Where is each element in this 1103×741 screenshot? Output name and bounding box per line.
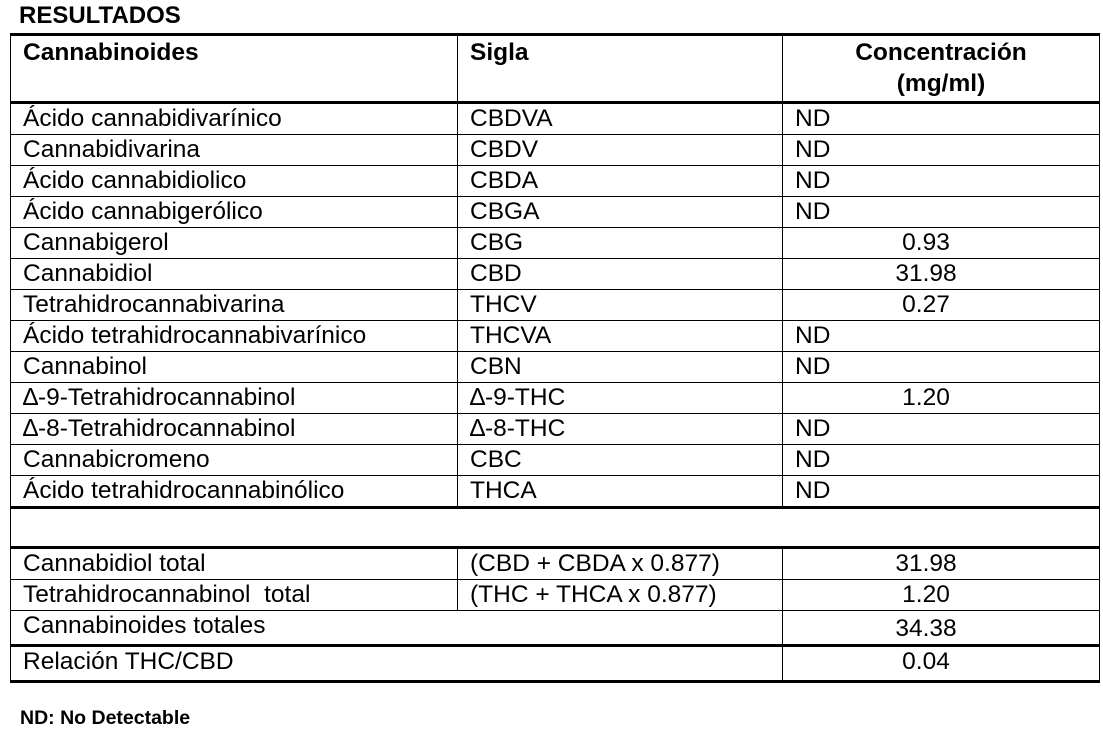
table-row: ∆-8-Tetrahidrocannabinol ∆-8-THC ND [10, 413, 1100, 445]
cannabinoid-name-cell: Ácido cannabidivarínico [10, 102, 458, 135]
concentration-cell: ND [782, 102, 1100, 135]
cannabinoid-name-cell: Ácido tetrahidrocannabinólico [10, 475, 458, 508]
cannabinoid-name-cell: Ácido cannabidiolico [10, 165, 458, 197]
table-row: Cannabinol CBN ND [10, 351, 1100, 383]
ratio-value: 0.04 [782, 644, 1100, 683]
table-row: Cannabidiol CBD 31.98 [10, 258, 1100, 290]
abbreviation-cell: THCV [457, 289, 783, 321]
abbreviation-cell: ∆-9-THC [457, 382, 783, 414]
concentration-cell: ND [782, 320, 1100, 352]
cannabinoid-name-cell: Cannabigerol [10, 227, 458, 259]
cannabinoid-name-cell: Cannabinol [10, 351, 458, 383]
concentration-cell: ND [782, 196, 1100, 228]
abbreviation-cell: CBC [457, 444, 783, 476]
table-row: ∆-9-Tetrahidrocannabinol ∆-9-THC 1.20 [10, 382, 1100, 414]
column-header-concentration-line1: Concentración [855, 39, 1027, 66]
cannabinoid-name-cell: ∆-8-Tetrahidrocannabinol [10, 413, 458, 445]
cannabinoids-total-value: 34.38 [782, 610, 1100, 646]
abbreviation-cell: CBGA [457, 196, 783, 228]
abbreviation-cell: ∆-8-THC [457, 413, 783, 445]
totals-section: Cannabidiol total (CBD + CBDA x 0.877) 3… [10, 506, 1100, 683]
cannabinoids-total-label: Cannabinoides totales [10, 610, 783, 646]
thc-total-label: Tetrahidrocannabinol total [10, 579, 458, 611]
concentration-cell: 0.93 [782, 227, 1100, 259]
spacer-cell [10, 506, 1100, 549]
abbreviation-cell: CBDVA [457, 102, 783, 135]
cannabinoid-name-cell: Cannabicromeno [10, 444, 458, 476]
footnote: ND: No Detectable [20, 707, 191, 729]
concentration-cell: ND [782, 413, 1100, 445]
column-header-concentration: Concentración (mg/ml) [782, 33, 1100, 104]
table-row-cbd-total: Cannabidiol total (CBD + CBDA x 0.877) 3… [10, 547, 1100, 580]
cbd-total-value: 31.98 [782, 547, 1100, 580]
cbd-total-label: Cannabidiol total [10, 547, 458, 580]
table-row: Ácido cannabigerólico CBGA ND [10, 196, 1100, 228]
cannabinoid-name-cell: Tetrahidrocannabivarina [10, 289, 458, 321]
table-row: Ácido tetrahidrocannabinólico THCA ND [10, 475, 1100, 508]
abbreviation-cell: THCA [457, 475, 783, 508]
concentration-cell: 1.20 [782, 382, 1100, 414]
cannabinoid-name-cell: Ácido cannabigerólico [10, 196, 458, 228]
results-table: Cannabinoides Sigla Concentración (mg/ml… [10, 33, 1100, 683]
abbreviation-cell: CBDV [457, 134, 783, 166]
table-row-thc-total: Tetrahidrocannabinol total (THC + THCA x… [10, 579, 1100, 611]
cannabinoid-rows: Ácido cannabidivarínico CBDVA ND Cannabidiv… [10, 102, 1100, 508]
table-row: Cannabigerol CBG 0.93 [10, 227, 1100, 259]
cannabinoid-name-cell: ∆-9-Tetrahidrocannabinol [10, 382, 458, 414]
table-row-cannabinoids-total: Cannabinoides totales 34.38 [10, 610, 1100, 646]
concentration-cell: ND [782, 444, 1100, 476]
ratio-label: Relación THC/CBD [10, 644, 783, 683]
thc-total-value: 1.20 [782, 579, 1100, 611]
concentration-cell: 31.98 [782, 258, 1100, 290]
table-row: Cannabicromeno CBC ND [10, 444, 1100, 476]
table-row-ratio: Relación THC/CBD 0.04 [10, 644, 1100, 683]
abbreviation-cell: THCVA [457, 320, 783, 352]
table-row: Ácido cannabidiolico CBDA ND [10, 165, 1100, 197]
cannabinoid-name-cell: Cannabidivarina [10, 134, 458, 166]
concentration-cell: ND [782, 351, 1100, 383]
column-header-cannabinoid: Cannabinoides [10, 33, 458, 104]
table-row: Tetrahidrocannabivarina THCV 0.27 [10, 289, 1100, 321]
abbreviation-cell: CBD [457, 258, 783, 290]
concentration-cell: ND [782, 165, 1100, 197]
cannabinoid-name-cell: Cannabidiol [10, 258, 458, 290]
cannabinoid-name-cell: Ácido tetrahidrocannabivarínico [10, 320, 458, 352]
concentration-cell: ND [782, 134, 1100, 166]
page-heading: RESULTADOS [19, 2, 181, 29]
abbreviation-cell: CBN [457, 351, 783, 383]
table-row: Ácido cannabidivarínico CBDVA ND [10, 102, 1100, 135]
concentration-cell: 0.27 [782, 289, 1100, 321]
table-row: Ácido tetrahidrocannabivarínico THCVA ND [10, 320, 1100, 352]
table-header-row: Cannabinoides Sigla Concentración (mg/ml… [10, 33, 1100, 104]
column-header-abbreviation: Sigla [457, 33, 783, 104]
column-header-concentration-unit: (mg/ml) [896, 70, 986, 97]
abbreviation-cell: CBG [457, 227, 783, 259]
abbreviation-cell: CBDA [457, 165, 783, 197]
table-spacer-row [10, 506, 1100, 549]
table-row: Cannabidivarina CBDV ND [10, 134, 1100, 166]
concentration-cell: ND [782, 475, 1100, 508]
thc-total-formula: (THC + THCA x 0.877) [457, 579, 783, 611]
cbd-total-formula: (CBD + CBDA x 0.877) [457, 547, 783, 580]
